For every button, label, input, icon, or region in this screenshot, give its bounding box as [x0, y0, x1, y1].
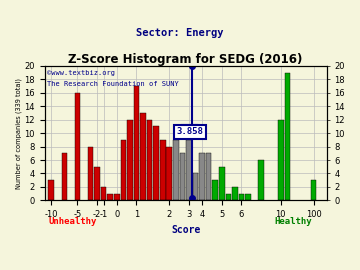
Bar	[147, 120, 152, 200]
Title: Z-Score Histogram for SEDG (2016): Z-Score Histogram for SEDG (2016)	[68, 53, 303, 66]
Bar	[94, 167, 100, 200]
Bar	[193, 174, 198, 200]
Bar	[127, 120, 133, 200]
Bar	[285, 73, 290, 200]
Text: Unhealthy: Unhealthy	[49, 217, 97, 226]
X-axis label: Score: Score	[171, 225, 201, 235]
Bar	[245, 194, 251, 200]
Text: ©www.textbiz.org: ©www.textbiz.org	[48, 70, 116, 76]
Bar	[212, 180, 218, 200]
Bar	[160, 140, 166, 200]
Bar	[232, 187, 238, 200]
Bar	[107, 194, 113, 200]
Bar	[206, 153, 211, 200]
Bar	[88, 147, 93, 200]
Bar	[219, 167, 225, 200]
Bar	[121, 140, 126, 200]
Bar	[180, 153, 185, 200]
Bar	[140, 113, 146, 200]
Text: Sector: Energy: Sector: Energy	[136, 28, 224, 38]
Bar	[75, 93, 80, 200]
Text: The Research Foundation of SUNY: The Research Foundation of SUNY	[48, 81, 179, 87]
Bar	[199, 153, 205, 200]
Bar	[173, 140, 179, 200]
Bar	[62, 153, 67, 200]
Bar	[153, 126, 159, 200]
Bar	[258, 160, 264, 200]
Text: Healthy: Healthy	[274, 217, 312, 226]
Bar	[166, 147, 172, 200]
Text: 3.858: 3.858	[176, 127, 203, 136]
Bar	[114, 194, 120, 200]
Bar	[101, 187, 107, 200]
Bar	[48, 180, 54, 200]
Bar	[134, 86, 139, 200]
Bar	[186, 140, 192, 200]
Bar	[239, 194, 244, 200]
Y-axis label: Number of companies (339 total): Number of companies (339 total)	[15, 77, 22, 189]
Bar	[311, 180, 316, 200]
Bar	[278, 120, 284, 200]
Bar	[225, 194, 231, 200]
